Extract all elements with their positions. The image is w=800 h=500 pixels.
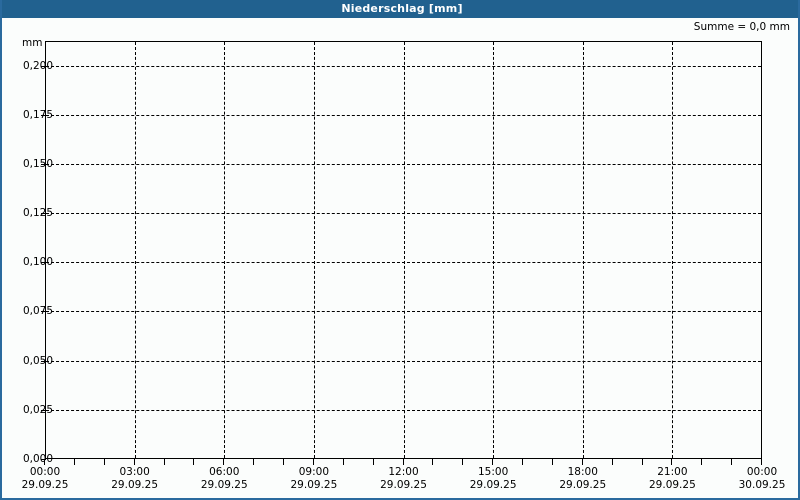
x-axis-minor-tick xyxy=(462,459,464,465)
x-axis-tick xyxy=(44,459,45,465)
x-axis-minor-tick xyxy=(731,459,733,465)
y-axis-label: 0,025 xyxy=(22,403,53,416)
y-axis-tick xyxy=(41,114,46,116)
y-axis-label: 0,125 xyxy=(22,207,53,220)
x-axis-minor-tick xyxy=(641,459,643,465)
x-axis-minor-tick xyxy=(372,459,374,465)
x-axis-label-time: 03:00 xyxy=(119,466,150,478)
vertical-gridline xyxy=(672,42,674,458)
x-axis-tick xyxy=(671,459,673,465)
vertical-gridline xyxy=(582,42,584,458)
x-axis-label-time: 00:00 xyxy=(746,466,778,478)
x-axis-label-date: 29.09.25 xyxy=(200,479,248,491)
x-axis-minor-tick xyxy=(342,459,344,465)
x-axis-tick xyxy=(581,459,583,465)
x-axis-label: 18:00 29.09.25 xyxy=(559,466,606,492)
sum-annotation: Summe = 0,0 mm xyxy=(693,21,790,33)
x-axis-minor-tick xyxy=(701,459,703,465)
vertical-gridline xyxy=(403,42,405,458)
y-axis-tick xyxy=(41,360,46,362)
x-axis-minor-tick xyxy=(551,459,553,465)
y-axis-tick xyxy=(41,409,46,411)
x-axis-label: 00:00 30.09.25 xyxy=(739,466,786,492)
x-axis-minor-tick xyxy=(163,459,165,465)
x-axis-tick xyxy=(492,459,494,465)
x-axis-label: 09:00 29.09.25 xyxy=(290,466,337,492)
x-axis-label: 00:00 29.09.25 xyxy=(22,466,69,492)
x-axis-minor-tick xyxy=(283,459,284,465)
x-axis-label-date: 29.09.25 xyxy=(380,479,427,491)
x-axis-minor-tick xyxy=(253,459,255,465)
y-axis-label: 0,200 xyxy=(22,59,53,72)
x-axis-minor-tick xyxy=(522,459,523,465)
y-axis-label: 0,175 xyxy=(22,108,53,121)
x-axis-label: 15:00 29.09.25 xyxy=(470,466,517,492)
x-axis-label-date: 29.09.25 xyxy=(559,479,607,491)
x-axis-label: 21:00 29.09.25 xyxy=(649,466,696,492)
x-axis-label-time: 09:00 xyxy=(298,466,330,478)
x-axis-label-date: 29.09.25 xyxy=(21,479,69,491)
x-axis-label-date: 30.09.25 xyxy=(738,479,786,491)
y-axis-label: 0,000 xyxy=(22,453,53,465)
x-axis-label-time: 06:00 xyxy=(209,466,240,478)
x-axis-label: 03:00 29.09.25 xyxy=(111,466,158,492)
x-axis-label: 12:00 29.09.25 xyxy=(380,466,427,492)
page-title: Niederschlag [mm] xyxy=(341,2,463,15)
x-axis-tick xyxy=(133,459,135,465)
y-axis-tick xyxy=(41,262,46,264)
plot-area xyxy=(41,41,762,460)
x-axis-label-time: 00:00 xyxy=(29,466,61,478)
vertical-gridline xyxy=(224,42,226,458)
x-axis-label-time: 15:00 xyxy=(477,466,509,478)
y-axis-tick xyxy=(41,311,46,313)
x-axis-minor-tick xyxy=(73,459,75,465)
x-axis-minor-tick xyxy=(103,459,105,465)
x-axis-label-date: 29.09.25 xyxy=(111,479,159,491)
x-axis-label-date: 29.09.25 xyxy=(290,479,338,491)
x-axis-label-date: 29.09.25 xyxy=(648,479,696,491)
y-axis-label: 0,050 xyxy=(22,354,53,367)
vertical-gridline xyxy=(493,42,495,458)
y-axis-unit-label: mm xyxy=(22,37,43,49)
x-axis-label-date: 29.09.25 xyxy=(469,479,517,491)
vertical-gridline xyxy=(313,42,315,458)
y-axis-tick xyxy=(41,213,46,215)
x-axis-tick xyxy=(223,459,225,465)
x-axis-tick xyxy=(402,459,404,465)
y-axis-label: 0,150 xyxy=(22,157,53,170)
y-axis-label: 0,075 xyxy=(22,305,53,318)
chart-title-bar: Niederschlag [mm] xyxy=(2,0,798,18)
x-axis-label: 06:00 29.09.25 xyxy=(201,466,248,492)
x-axis-minor-tick xyxy=(611,459,613,465)
vertical-gridline xyxy=(134,42,136,458)
y-axis-label: 0,100 xyxy=(22,256,53,269)
x-axis-minor-tick xyxy=(432,459,434,465)
x-axis-label-time: 12:00 xyxy=(388,466,419,478)
y-axis-tick xyxy=(41,65,46,67)
x-axis-tick xyxy=(312,459,314,465)
x-axis-tick xyxy=(761,459,762,465)
x-axis-label-time: 18:00 xyxy=(567,466,598,478)
y-axis-tick xyxy=(41,163,46,165)
x-axis-minor-tick xyxy=(193,459,195,465)
y-axis-tick xyxy=(41,459,46,460)
x-axis-label-time: 21:00 xyxy=(657,466,688,478)
